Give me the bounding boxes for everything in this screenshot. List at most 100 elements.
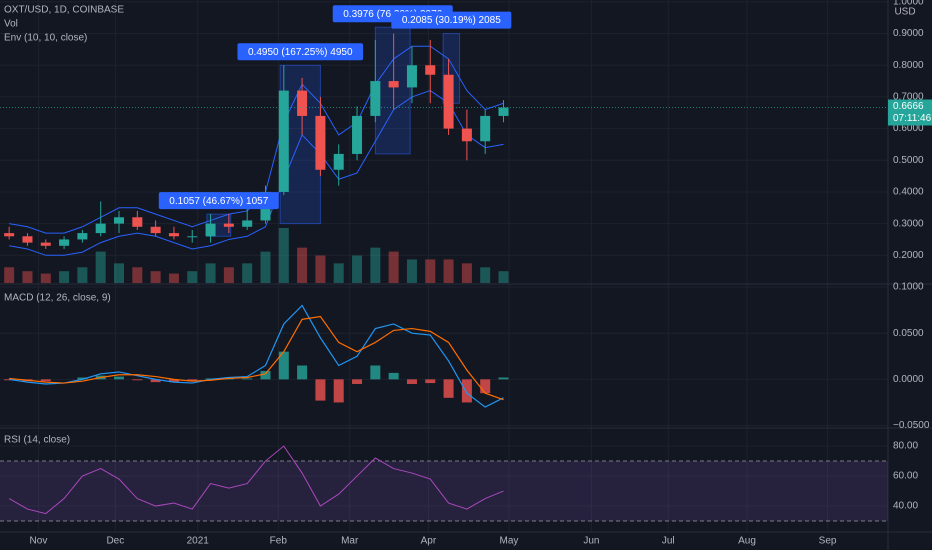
candle-body bbox=[406, 65, 417, 88]
candle-body bbox=[297, 90, 308, 116]
envelope-legend: Env (10, 10, close) bbox=[4, 33, 87, 44]
measure-label: 0.2085 (30.19%) 2085 bbox=[402, 15, 501, 26]
volume-bar bbox=[132, 267, 143, 283]
candle-body bbox=[4, 233, 15, 237]
histogram-bar bbox=[114, 376, 125, 380]
candle-body bbox=[150, 226, 161, 234]
volume-bar bbox=[205, 263, 216, 283]
volume-bar bbox=[114, 263, 125, 283]
histogram-bar bbox=[425, 379, 436, 384]
histogram-bar bbox=[168, 379, 179, 383]
candle-body bbox=[59, 239, 70, 246]
y-tick-label: −0.0500 bbox=[893, 420, 930, 431]
macd-line bbox=[9, 315, 504, 401]
histogram-bar bbox=[77, 377, 88, 380]
x-tick-label: Aug bbox=[738, 536, 756, 547]
macd-legend: MACD (12, 26, close, 9) bbox=[4, 293, 111, 304]
volume-bar bbox=[278, 228, 289, 283]
histogram-bar bbox=[461, 379, 472, 403]
volume-bar bbox=[22, 271, 33, 283]
y-tick-label: 0.6000 bbox=[893, 123, 924, 134]
x-tick-label: Feb bbox=[270, 536, 288, 547]
candle-body bbox=[352, 115, 363, 154]
measure-label: 0.4950 (167.25%) 4950 bbox=[248, 47, 353, 58]
x-tick-label: May bbox=[500, 536, 519, 547]
x-tick-label: Jun bbox=[583, 536, 599, 547]
y-tick-label: 0.0500 bbox=[893, 328, 924, 339]
measure-label-bg bbox=[391, 11, 512, 29]
histogram-bar bbox=[297, 365, 308, 380]
volume-bar bbox=[4, 267, 15, 283]
measure-box bbox=[374, 26, 411, 155]
volume-bar bbox=[443, 259, 454, 283]
countdown-label: 07:11:46 bbox=[893, 113, 932, 124]
volume-bar bbox=[425, 259, 436, 283]
candle-body bbox=[498, 107, 509, 116]
histogram-bar bbox=[333, 379, 344, 403]
candle-body bbox=[242, 220, 253, 227]
y-tick-label: 0.7000 bbox=[893, 92, 924, 103]
histogram-bar bbox=[406, 379, 417, 384]
x-tick-label: Jul bbox=[662, 536, 675, 547]
volume-bar bbox=[370, 247, 381, 283]
volume-bar bbox=[297, 247, 308, 283]
volume-legend: Vol bbox=[4, 19, 18, 30]
candle-body bbox=[40, 242, 51, 246]
histogram-bar bbox=[443, 379, 454, 398]
histogram-bar bbox=[480, 379, 491, 394]
y-tick-label: 40.00 bbox=[893, 501, 918, 512]
volume-bar bbox=[40, 273, 51, 283]
y-tick-label: 0.0000 bbox=[893, 374, 924, 385]
candle-body bbox=[114, 217, 125, 224]
histogram-bar bbox=[278, 351, 289, 380]
histogram-bar bbox=[315, 379, 326, 401]
candle-body bbox=[95, 223, 106, 234]
candle-body bbox=[77, 233, 88, 240]
volume-bar bbox=[461, 263, 472, 283]
candle-body bbox=[205, 223, 216, 237]
volume-bar bbox=[95, 251, 106, 283]
volume-bar bbox=[333, 263, 344, 283]
histogram-bar bbox=[150, 379, 161, 383]
candle-body bbox=[278, 90, 289, 192]
volume-bar bbox=[260, 251, 271, 283]
macd-line bbox=[9, 304, 504, 408]
candle-body bbox=[168, 233, 179, 237]
y-tick-label: 0.5000 bbox=[893, 155, 924, 166]
measure-label-bg bbox=[158, 192, 279, 210]
last-price-label: 0.6666 bbox=[893, 101, 924, 112]
x-tick-label: Mar bbox=[341, 536, 359, 547]
measure-label: 0.1057 (46.67%) 1057 bbox=[169, 196, 268, 207]
volume-bar bbox=[352, 255, 363, 283]
rsi-band-fill bbox=[0, 461, 888, 522]
candle-body bbox=[425, 65, 436, 75]
y-tick-label: 0.4000 bbox=[893, 187, 924, 198]
candle-body bbox=[388, 81, 399, 88]
last-price-badge bbox=[888, 99, 932, 126]
histogram-bar bbox=[260, 371, 271, 380]
candle-body bbox=[333, 153, 344, 170]
histogram-bar bbox=[132, 379, 143, 381]
candle-body bbox=[22, 236, 33, 243]
y-tick-label: 0.1000 bbox=[893, 282, 924, 293]
volume-bar bbox=[59, 271, 70, 283]
candle-body bbox=[132, 217, 143, 227]
candle-body bbox=[223, 223, 234, 227]
volume-bar bbox=[77, 267, 88, 283]
volume-bar bbox=[150, 271, 161, 283]
volume-bar bbox=[498, 271, 509, 283]
y-tick-label: 0.3000 bbox=[893, 218, 924, 229]
x-tick-label: Dec bbox=[106, 536, 124, 547]
volume-bar bbox=[480, 267, 491, 283]
envelope-lower bbox=[9, 90, 504, 256]
candle-body bbox=[315, 115, 326, 170]
rsi-legend: RSI (14, close) bbox=[4, 435, 70, 446]
volume-bar bbox=[187, 271, 198, 283]
y-tick-label: 60.00 bbox=[893, 471, 918, 482]
y-tick-label: 0.2000 bbox=[893, 250, 924, 261]
volume-bar bbox=[242, 263, 253, 283]
x-tick-label: Nov bbox=[30, 536, 48, 547]
y-tick-label: 0.8000 bbox=[893, 60, 924, 71]
histogram-bar bbox=[370, 365, 381, 380]
